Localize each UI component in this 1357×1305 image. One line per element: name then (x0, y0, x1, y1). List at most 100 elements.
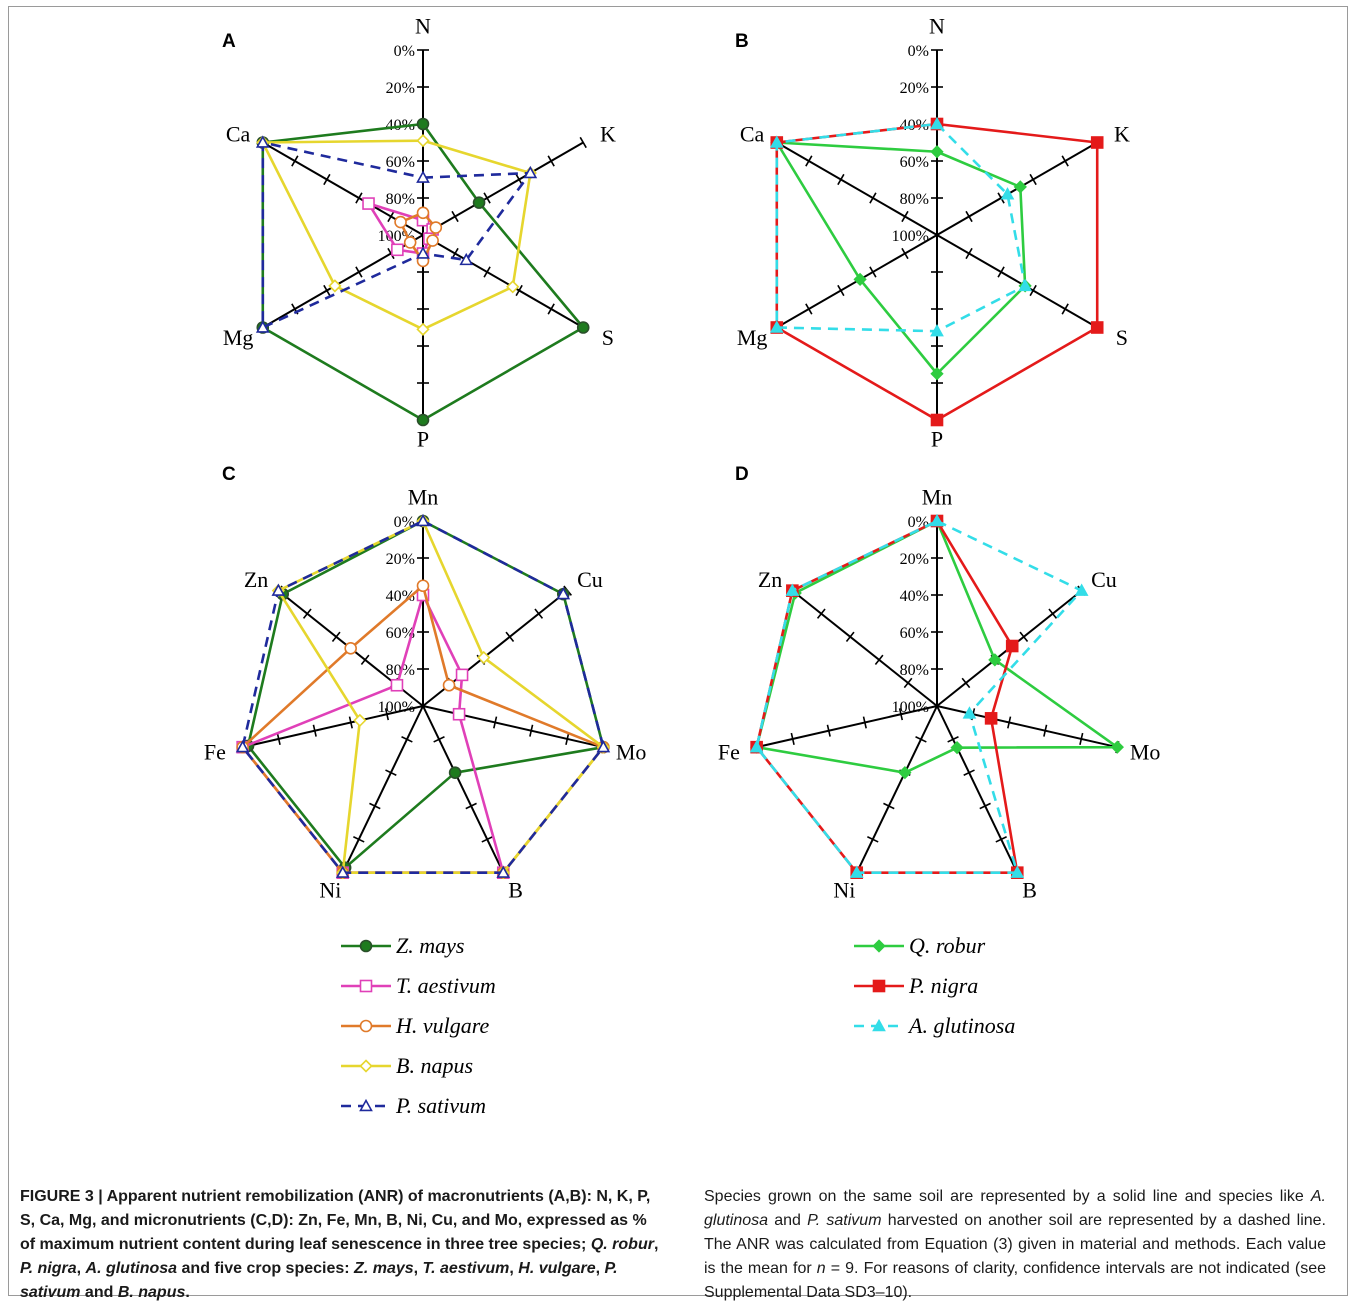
axis-tick (837, 173, 845, 186)
tick-label: 80% (900, 191, 929, 208)
axis-tick (1007, 716, 1012, 729)
series-line-q-robur (755, 519, 1119, 774)
axis-line-k (422, 141, 584, 236)
caption-tree-3: A. glutinosa (85, 1260, 178, 1277)
axis-label-b: B (1022, 877, 1037, 902)
data-point-p-sativum-p (416, 246, 430, 259)
axis-line-s (936, 234, 1098, 329)
tick-label: 60% (386, 154, 415, 171)
caption-crop-5: B. napus (117, 1284, 186, 1301)
data-point-q-robur-n (930, 145, 944, 159)
data-point-h-vulgare-k (429, 221, 443, 234)
panel-letter-b: B (735, 31, 749, 52)
tick-label: 60% (900, 154, 929, 171)
legend-label: Q. robur (909, 933, 986, 958)
data-point-p-sativum-fe (235, 740, 250, 753)
axis-tick (903, 677, 913, 689)
legend-item-t-aestivum: T. aestivum (341, 973, 496, 998)
axis-tick (826, 724, 831, 737)
axis-tick (947, 736, 959, 743)
axis-tick (963, 769, 975, 776)
data-point-p-sativum-ni (335, 865, 350, 878)
axis-label-zn: Zn (244, 567, 268, 592)
data-point-q-robur-b (950, 741, 964, 755)
axis-tick (481, 836, 493, 843)
data-point-p-sativum-s (459, 252, 474, 266)
legend: Z. mays T. aestivum H. vulgare B. napus P. s… (341, 933, 496, 1118)
axis-tick (355, 192, 363, 204)
axis-tick (312, 724, 317, 737)
data-point-z-mays-n (416, 117, 430, 131)
series-line-b-napus (277, 519, 605, 874)
axis-label-ca: Ca (740, 121, 765, 146)
tick-label: 0% (908, 514, 929, 531)
caption-right: Species grown on the same soil are repre… (704, 1185, 1326, 1305)
data-point-p-sativum-n (416, 170, 430, 183)
axis-tick (869, 266, 877, 278)
data-point-t-aestivum-mg (391, 243, 404, 257)
legend-marker (359, 1059, 373, 1073)
axis-label-mo: Mo (616, 739, 647, 764)
legend-marker (359, 939, 373, 953)
axis-tick (862, 716, 867, 729)
data-point-h-vulgare-zn (344, 642, 357, 655)
axis-line-fe (756, 705, 938, 749)
axis-label-k: K (1114, 121, 1130, 146)
axis-tick (1061, 303, 1069, 315)
axis-tick (529, 724, 534, 737)
data-point-q-robur-mo (1110, 740, 1124, 754)
caption-right-part: harvested on another soil are represente… (704, 1212, 1327, 1277)
data-point-a-glutinosa-n (930, 116, 944, 130)
axis-label-fe: Fe (718, 739, 740, 764)
axis-tick (1079, 732, 1084, 745)
axis-tick (493, 716, 498, 729)
axis-label-p: P (931, 427, 943, 452)
data-point-a-glutinosa-fe (749, 740, 764, 753)
axis-tick (579, 136, 587, 149)
axis-tick (483, 266, 491, 278)
legend-label: A. glutinosa (907, 1013, 1015, 1038)
data-point-a-glutinosa-mn (930, 513, 944, 527)
data-point-p-nigra-p (930, 413, 944, 427)
legend-marker (359, 979, 373, 993)
legend-label: H. vulgare (395, 1013, 490, 1038)
axis-line-ca (776, 141, 938, 236)
legend-label: P. nigra (908, 973, 978, 998)
caption-right-part: and (768, 1212, 808, 1229)
series-p-sativum-c (235, 513, 611, 878)
axis-tick (997, 192, 1005, 204)
data-point-a-glutinosa-cu (1074, 583, 1089, 596)
data-point-t-aestivum-zn (390, 678, 404, 692)
data-point-z-mays-s (576, 321, 590, 334)
axis-line-b (936, 705, 1019, 874)
legend-label: Z. mays (396, 933, 464, 958)
axis-tick (385, 769, 397, 776)
tick-label: 40% (900, 588, 929, 605)
panel-letter-c: C (222, 464, 236, 485)
axis-tick (790, 732, 795, 745)
axis-line-fe (242, 705, 424, 749)
caption-right-part: P. sativum (807, 1212, 882, 1229)
axis-tick (867, 836, 879, 843)
data-point-p-nigra-k (1090, 136, 1104, 149)
axis-tick (874, 654, 884, 666)
tick-label: 20% (900, 551, 929, 568)
data-point-h-vulgare-n (416, 206, 430, 220)
series-line-a-glutinosa (755, 519, 1083, 874)
legend-item-a-glutinosa: A. glutinosa (854, 1013, 1015, 1038)
series-p-nigra-d (750, 514, 1024, 879)
legend-marker (872, 979, 886, 993)
data-point-q-robur-cu (988, 653, 1002, 667)
caption-crop-2: T. aestivum (422, 1260, 510, 1277)
axis-tick (1029, 284, 1037, 297)
tick-label: 20% (900, 80, 929, 97)
axis-tick (965, 210, 973, 223)
axis-label-ni: Ni (833, 877, 855, 902)
data-point-a-glutinosa-p (930, 324, 944, 337)
axis-tick (805, 303, 813, 315)
tick-label: 20% (386, 551, 415, 568)
tick-label: 60% (900, 625, 929, 642)
axis-tick (534, 608, 544, 619)
